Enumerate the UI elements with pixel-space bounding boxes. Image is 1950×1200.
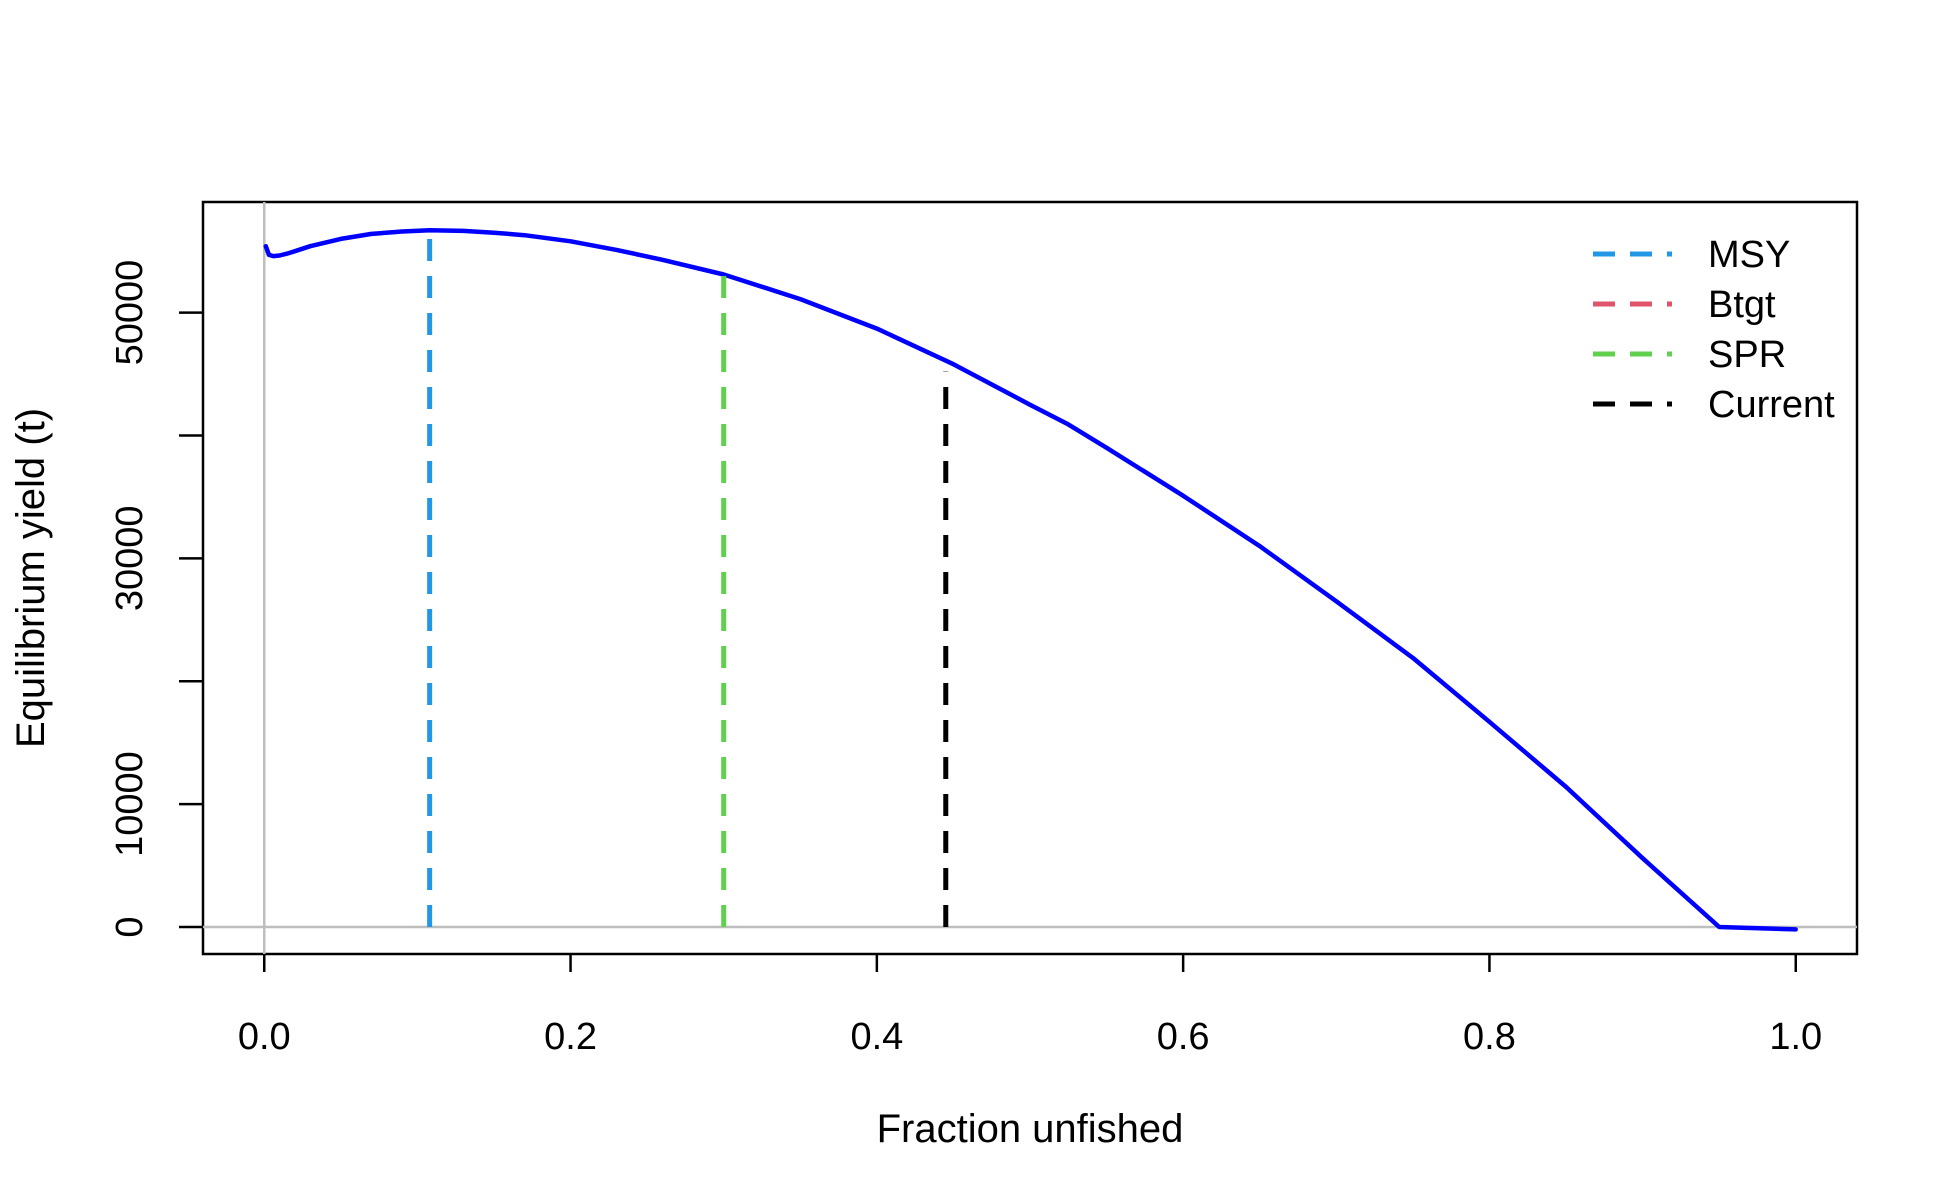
x-tick-label: 0.2 [544, 1016, 597, 1058]
legend-label-current: Current [1708, 384, 1835, 426]
y-tick-label: 30000 [109, 505, 151, 611]
series-group [263, 228, 1798, 932]
y-tick-label: 0 [109, 916, 151, 937]
y-tick-label: 50000 [109, 260, 151, 366]
series-line-0 [263, 228, 1798, 932]
x-tick-label: 1.0 [1769, 1016, 1822, 1058]
x-axis-label: Fraction unfished [877, 1107, 1184, 1151]
x-tick-label: 0.0 [238, 1016, 291, 1058]
vertical-reference-lines [427, 230, 949, 927]
legend-label-btgt: Btgt [1708, 284, 1776, 326]
plot-area-border [201, 200, 1859, 956]
x-tick-label: 0.4 [850, 1016, 903, 1058]
x-tick-label: 0.6 [1157, 1016, 1210, 1058]
y-axis-label: Equilibrium yield (t) [9, 408, 53, 748]
y-axis: 0 10000 30000 50000 [109, 260, 203, 938]
y-tick-label: 10000 [109, 751, 151, 857]
reference-lines [203, 202, 1857, 954]
x-tick-label: 0.8 [1463, 1016, 1516, 1058]
legend-label-msy: MSY [1708, 234, 1790, 276]
x-axis: 0.0 0.2 0.4 0.6 0.8 1.0 [238, 954, 1822, 1058]
legend-label-spr: SPR [1708, 334, 1786, 376]
legend: MSY Btgt SPR Current [1593, 234, 1835, 426]
